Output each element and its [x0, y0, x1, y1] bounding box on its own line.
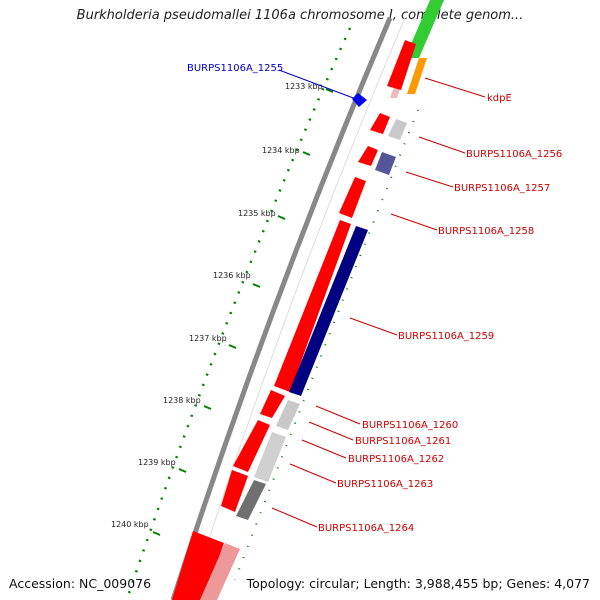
gene-label[interactable]: BURPS1106A_1263: [337, 479, 433, 490]
accession-text: Accession: NC_009076: [9, 576, 152, 591]
gene-label[interactable]: BURPS1106A_1257: [454, 183, 550, 194]
cds-feature[interactable]: [260, 390, 285, 418]
gene-label[interactable]: kdpE: [487, 93, 512, 104]
kbp-label: 1234 kbp: [262, 146, 300, 155]
cds-feature-reverse[interactable]: [289, 226, 368, 396]
cds-feature[interactable]: [387, 40, 416, 90]
gene-label[interactable]: BURPS1106A_1258: [438, 226, 534, 237]
gene-label[interactable]: BURPS1106A_1260: [362, 420, 458, 431]
gene-label[interactable]: BURPS1106A_1264: [318, 523, 414, 534]
kbp-label: 1236 kbp: [213, 271, 251, 280]
forward-cds-track: [172, 40, 416, 600]
genome-backbone: [170, 17, 393, 600]
kbp-label: 1240 kbp: [111, 520, 149, 529]
gene-label[interactable]: BURPS1106A_1261: [355, 436, 451, 447]
leader-lines: [271, 69, 486, 528]
cds-feature[interactable]: [274, 220, 351, 392]
outer-feature-green[interactable]: [405, 0, 444, 58]
kbp-ticks: [152, 88, 334, 536]
kbp-label: 1235 kbp: [238, 209, 276, 218]
gene-label[interactable]: BURPS1106A_1255: [187, 63, 283, 74]
kbp-label: 1237 kbp: [189, 334, 227, 343]
cds-feature[interactable]: [370, 113, 390, 134]
cds-feature[interactable]: [358, 146, 378, 166]
cds-feature-grey[interactable]: [276, 400, 300, 430]
inner-backbone: [188, 17, 406, 600]
cds-feature-pink[interactable]: [200, 543, 240, 600]
cds-feature[interactable]: [339, 177, 366, 218]
topology-text: Topology: circular; Length: 3,988,455 bp…: [246, 576, 590, 591]
outer-feature-orange[interactable]: [407, 58, 427, 94]
cds-feature-grey[interactable]: [388, 119, 407, 140]
kbp-label: 1233 kbp: [285, 82, 323, 91]
cds-feature-grey[interactable]: [254, 432, 286, 482]
kbp-label: 1239 kbp: [138, 458, 176, 467]
gene-label[interactable]: BURPS1106A_1256: [466, 149, 562, 160]
gene-label[interactable]: BURPS1106A_1259: [398, 331, 494, 342]
map-title: Burkholderia pseudomallei 1106a chromoso…: [76, 8, 524, 23]
feature-marker-blue[interactable]: [352, 93, 367, 107]
cds-feature[interactable]: [221, 470, 248, 512]
gene-label[interactable]: BURPS1106A_1262: [348, 454, 444, 465]
kbp-label: 1238 kbp: [163, 396, 201, 405]
cds-feature-dark-grey[interactable]: [236, 480, 266, 520]
cds-feature[interactable]: [233, 420, 270, 472]
cds-feature-purple[interactable]: [375, 152, 396, 175]
cds-feature[interactable]: [172, 531, 224, 600]
